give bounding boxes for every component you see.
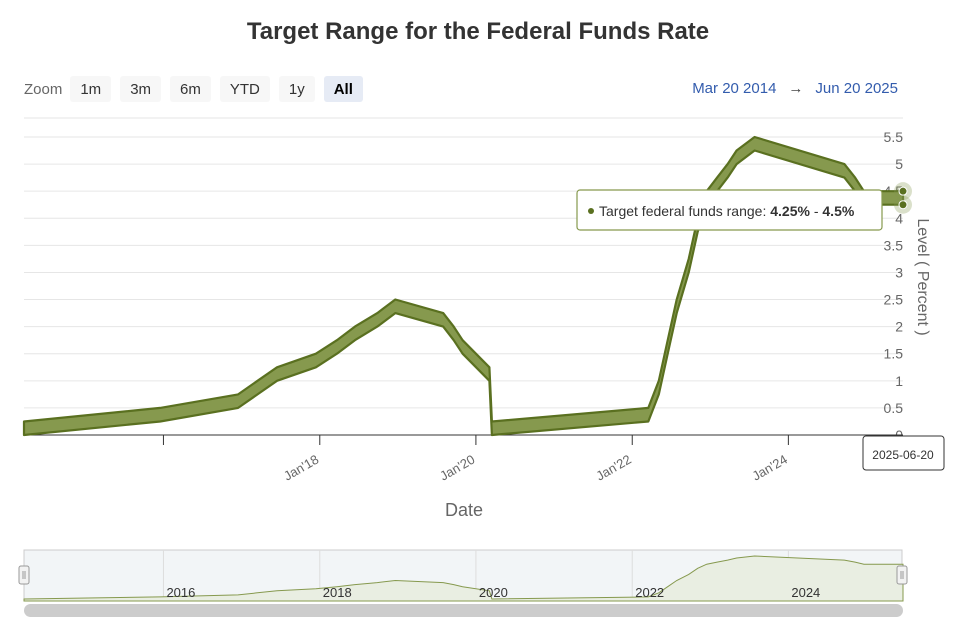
x-axis-tooltip: 2025-06-20: [862, 435, 945, 471]
navigator-right-handle[interactable]: [896, 565, 908, 585]
zoom-all-button[interactable]: All: [323, 76, 363, 102]
tooltip-box: [576, 189, 883, 231]
x-tooltip-box: [862, 435, 945, 471]
x-tick-label: Jan'20: [437, 452, 477, 484]
y-tick-label: 3.5: [884, 237, 904, 253]
y-tick-label: 3: [895, 264, 903, 280]
x-tick-label: Jan'24: [750, 452, 790, 484]
tooltip-text: Target federal funds range: 4.25% - 4.5%: [599, 203, 855, 219]
scrollbar-thumb[interactable]: [24, 604, 903, 617]
y-tick-label: 2: [895, 319, 903, 335]
navigator-labels: 2016 2018 2020 2022 2024: [166, 585, 820, 600]
zoom-label: Zoom: [24, 80, 63, 98]
tooltip: Target federal funds range: 4.25% - 4.5%: [576, 189, 883, 231]
date-range: Mar 20 2014 → Jun 20 2025: [692, 80, 898, 97]
x-axis-ticks: Jan'18 Jan'20 Jan'22 Jan'24: [162, 435, 790, 484]
range-from[interactable]: Mar 20 2014: [692, 80, 777, 97]
chart-title: Target Range for the Federal Funds Rate: [246, 18, 710, 45]
zoom-1y-button[interactable]: 1y: [278, 76, 315, 102]
hover-point-high: [898, 186, 908, 196]
y-axis-ticks: 00.511.522.533.544.555.5: [884, 129, 904, 443]
y-tick-label: 0.5: [884, 400, 904, 416]
y-tick-label: 1: [895, 373, 903, 389]
x-axis-title: Date: [445, 500, 483, 520]
navigator-year-label: 2020: [479, 585, 508, 600]
navigator[interactable]: 2016 2018 2020 2022 2024: [18, 549, 908, 602]
range-arrow: →: [788, 80, 804, 97]
y-tick-label: 5.5: [884, 129, 904, 145]
zoom-ytd-button[interactable]: YTD: [219, 76, 270, 102]
y-tick-label: 2.5: [884, 292, 904, 308]
navigator-left-handle[interactable]: [18, 565, 30, 585]
navigator-year-label: 2018: [323, 585, 352, 600]
x-tooltip-text: 2025-06-20: [872, 448, 934, 462]
series-area[interactable]: [22, 135, 905, 437]
x-tick-label: Jan'22: [593, 452, 633, 484]
zoom-3m-button[interactable]: 3m: [120, 76, 162, 102]
y-axis-title: Level ( Percent ): [914, 218, 931, 335]
range-to[interactable]: Jun 20 2025: [815, 80, 898, 97]
navigator-year-label: 2022: [635, 585, 664, 600]
navigator-year-label: 2016: [166, 585, 195, 600]
tooltip-series-dot: [588, 208, 594, 214]
navigator-series-line: [23, 555, 904, 602]
x-tick-label: Jan'18: [281, 452, 321, 484]
zoom-6m-button[interactable]: 6m: [170, 76, 211, 102]
y-tick-label: 4: [895, 210, 903, 226]
hover-markers: [894, 182, 912, 214]
series-range-area[interactable]: [22, 135, 905, 437]
hover-point-low: [898, 200, 908, 210]
navigator-year-label: 2024: [791, 585, 820, 600]
grid-lines: [24, 117, 903, 409]
y-tick-label: 1.5: [884, 346, 904, 362]
y-tick-label: 5: [895, 156, 903, 172]
zoom-1m-button[interactable]: 1m: [70, 76, 112, 102]
zoom-bar: Zoom 1m 3m 6m YTD 1y All: [24, 76, 372, 102]
